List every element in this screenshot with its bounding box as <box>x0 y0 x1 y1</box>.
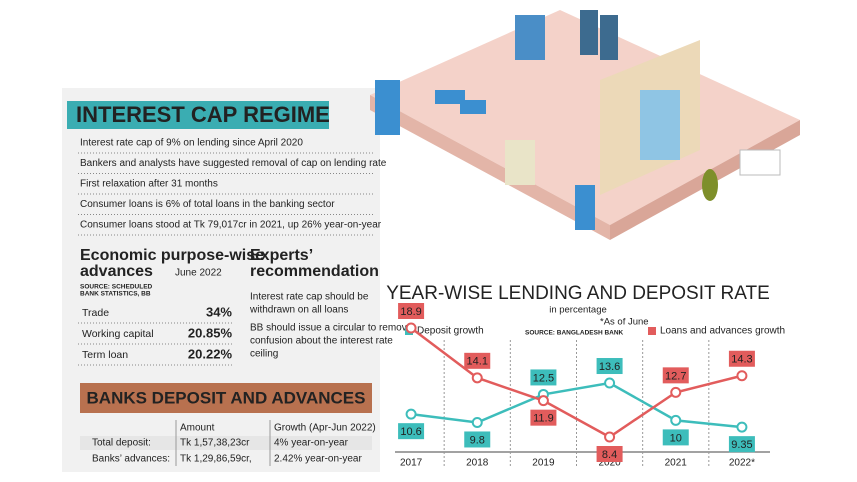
legend-label: Deposit growth <box>417 326 484 337</box>
row-value: 34% <box>206 304 232 319</box>
recommendation: BB should issue a circular to remove <box>250 323 413 334</box>
section-title: INTEREST CAP REGIME <box>76 102 330 127</box>
x-tick-label: 2019 <box>532 458 555 469</box>
label-box <box>464 352 491 369</box>
data-label: 14.3 <box>731 354 752 366</box>
x-tick-label: 2020 <box>598 458 621 469</box>
label-box <box>398 423 425 440</box>
data-label: 12.7 <box>665 370 686 382</box>
table-cell: Banks’ advances: <box>92 454 170 465</box>
recommendation: ceiling <box>250 349 278 360</box>
legend-label: Loans and advances growth <box>660 326 785 337</box>
chart-source: SOURCE: BANGLADESH BANK <box>525 330 624 337</box>
table-cell: Tk 1,29,86,59cr, <box>180 454 252 465</box>
data-point <box>604 377 616 389</box>
data-point <box>604 431 616 443</box>
data-point <box>537 395 549 407</box>
chart-note: *As of June <box>600 317 649 328</box>
data-label: 12.5 <box>533 372 554 384</box>
label-box <box>398 303 425 319</box>
line-series <box>410 327 743 439</box>
legend-swatch <box>648 327 656 335</box>
data-label: 10 <box>670 432 682 444</box>
data-label: 9.8 <box>470 434 485 446</box>
fact: Consumer loans stood at Tk 79,017cr in 2… <box>80 220 382 231</box>
data-point <box>670 386 682 398</box>
x-tick-label: 2021 <box>665 458 688 469</box>
fact: Interest rate cap of 9% on lending since… <box>80 138 303 149</box>
source: BANK STATISTICS, BB <box>80 291 151 298</box>
title-banner <box>67 101 329 129</box>
x-tick-label: 2018 <box>466 458 489 469</box>
row-label: Trade <box>82 307 109 319</box>
table-cell: Tk 1,57,38,23cr <box>180 438 250 449</box>
data-label: 8.4 <box>602 449 617 461</box>
label-box <box>596 358 623 375</box>
label-box <box>662 367 689 384</box>
row-label: Working capital <box>82 328 154 340</box>
chart-subtitle: in percentage <box>549 305 607 316</box>
title-banner <box>80 383 372 413</box>
label-box <box>530 409 557 426</box>
x-tick-label: 2017 <box>400 458 423 469</box>
data-point <box>405 408 417 420</box>
label-box <box>728 436 755 453</box>
data-point <box>405 322 417 334</box>
label-box <box>728 350 755 367</box>
data-label: 10.6 <box>400 426 421 438</box>
subsection-title: advances <box>80 263 153 280</box>
column-header: Growth (Apr-Jun 2022) <box>274 423 376 434</box>
table-cell: 4% year-on-year <box>274 438 349 449</box>
row-value: 20.22% <box>188 346 233 361</box>
table-cell: Total deposit: <box>92 438 151 449</box>
fact: First relaxation after 31 months <box>80 179 218 190</box>
section-title: BANKS DEPOSIT AND ADVANCES <box>87 388 366 407</box>
subsection-title: Experts’ <box>250 247 313 264</box>
recommendation: confusion about the interest rate <box>250 336 393 347</box>
fact: Consumer loans is 6% of total loans in t… <box>80 199 335 210</box>
data-label: 9.35 <box>731 439 752 451</box>
data-point <box>736 421 748 433</box>
data-label: 14.1 <box>467 356 488 368</box>
bank-illustration <box>370 10 800 240</box>
data-label: 13.6 <box>599 361 620 373</box>
data-point <box>471 416 483 428</box>
table-row <box>80 436 372 450</box>
table-cell: 2.42% year-on-year <box>274 454 362 465</box>
subsection-title: Economic purpose-wise <box>80 247 264 264</box>
data-point <box>471 372 483 384</box>
recommendation: withdrawn on all loans <box>249 305 348 316</box>
line-series <box>410 381 743 429</box>
data-point <box>736 370 748 382</box>
label-box <box>596 446 623 462</box>
date: June 2022 <box>175 268 222 279</box>
data-label: 18.9 <box>400 306 421 318</box>
label-box <box>662 429 689 446</box>
column-header: Amount <box>180 423 215 434</box>
fact: Bankers and analysts have suggested remo… <box>80 158 387 169</box>
label-box <box>464 431 491 448</box>
chart-title: YEAR-WISE LENDING AND DEPOSIT RATE <box>386 283 770 304</box>
subsection-title: recommendation <box>250 263 379 280</box>
label-box <box>530 369 557 386</box>
row-label: Term loan <box>82 349 128 361</box>
row-value: 20.85% <box>188 325 233 340</box>
source: SOURCE: SCHEDULED <box>80 284 153 291</box>
recommendation: Interest rate cap should be <box>250 292 369 303</box>
x-tick-label: 2022* <box>729 458 755 469</box>
data-label: 11.9 <box>533 413 554 425</box>
data-point <box>670 414 682 426</box>
